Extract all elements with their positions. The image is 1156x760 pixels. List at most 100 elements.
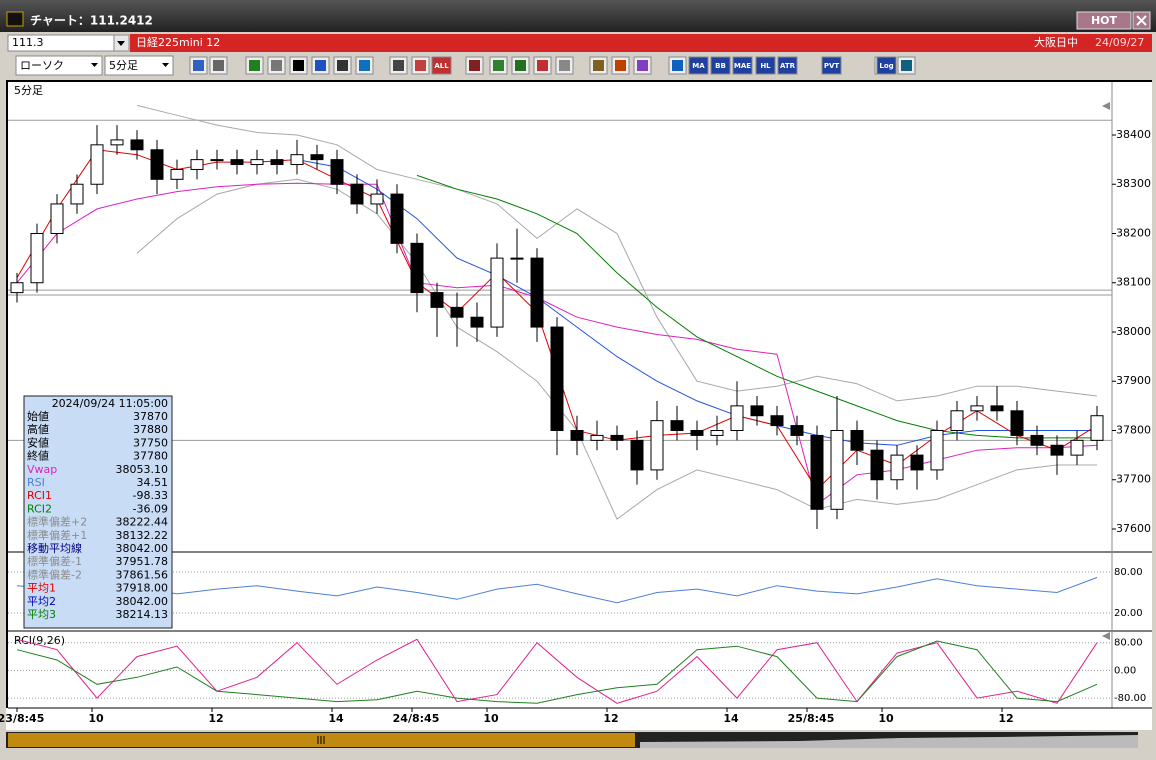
- candle-body: [630, 439, 644, 471]
- candle-body: [90, 144, 104, 185]
- candle-body: [690, 429, 704, 436]
- tool-label: MA: [692, 62, 705, 70]
- candle-body: [190, 159, 204, 170]
- candle-body: [470, 316, 484, 328]
- indicator-line: [136, 104, 1098, 402]
- chart-type-text: ローソク: [20, 59, 64, 72]
- tool-label: BB: [715, 62, 726, 70]
- candle-body: [130, 139, 144, 151]
- y-tick-label: 0.00: [1114, 665, 1136, 676]
- tool-button[interactable]: [777, 56, 798, 75]
- candle-body: [550, 326, 564, 431]
- info-label: 標準偏差-1: [27, 554, 82, 568]
- info-panel-box: [23, 395, 173, 629]
- candle-body: [610, 434, 624, 441]
- candle-body: [390, 193, 404, 244]
- hot-label: HOT: [1091, 14, 1118, 27]
- candle-body: [50, 203, 64, 234]
- tool-label: Log: [879, 62, 893, 70]
- info-value: 38132.22: [116, 529, 169, 542]
- info-label: 安値: [27, 435, 49, 449]
- info-label: 平均2: [27, 595, 56, 608]
- candle-body: [250, 159, 264, 166]
- tool-icon: [469, 60, 480, 71]
- tool-icon: [213, 60, 224, 71]
- timeframe-text: 5分足: [109, 59, 138, 72]
- tool-icon: [271, 60, 282, 71]
- timeframe-select[interactable]: [104, 55, 174, 76]
- tool-icon: [537, 60, 548, 71]
- tool-button[interactable]: [821, 56, 842, 75]
- tool-icon: [337, 60, 348, 71]
- candle-body: [370, 193, 384, 205]
- code-text: 111.3: [12, 36, 44, 49]
- tool-button[interactable]: [732, 56, 753, 75]
- tool-icon: [615, 60, 626, 71]
- x-tick-label: 10: [878, 712, 894, 725]
- candle-body: [270, 159, 284, 166]
- candle-body: [30, 232, 44, 284]
- market-date: 24/09/27: [1095, 36, 1144, 49]
- scrollbar-grip: [317, 736, 325, 744]
- candle-body: [170, 168, 184, 180]
- candle-body: [890, 454, 904, 481]
- hot-button[interactable]: [1076, 11, 1132, 30]
- indicator-line: [416, 174, 1097, 439]
- tool-button[interactable]: [876, 56, 897, 75]
- info-value: 38053.10: [116, 463, 169, 476]
- candle-body: [910, 454, 924, 471]
- instrument-bar: [130, 34, 1152, 52]
- indicator-line: [16, 577, 1098, 604]
- candle-body: [450, 306, 464, 318]
- title-bar: [0, 0, 1156, 32]
- tool-label: HL: [760, 62, 771, 70]
- candle-body: [1070, 439, 1084, 456]
- tool-button[interactable]: [688, 56, 709, 75]
- candle-body: [330, 159, 344, 185]
- candle-body: [210, 159, 224, 162]
- y-tick-label: 38100: [1116, 276, 1151, 289]
- info-value: 37780: [133, 450, 168, 463]
- x-tick-label: 25/8:45: [788, 712, 835, 725]
- candle-body: [70, 183, 84, 205]
- tool-button[interactable]: [710, 56, 731, 75]
- y-tick-label: 37600: [1116, 522, 1151, 535]
- indicator-line: [16, 638, 1098, 704]
- y-tick-label: 38000: [1116, 325, 1151, 338]
- candle-body: [810, 434, 824, 510]
- info-label: 高値: [27, 422, 49, 436]
- tool-button[interactable]: [755, 56, 776, 75]
- tool-button[interactable]: [431, 56, 452, 75]
- candle-body: [990, 405, 1004, 412]
- scroll-marker: [1102, 632, 1110, 640]
- candle-body: [710, 429, 724, 436]
- info-value: 37870: [133, 410, 168, 423]
- tool-icon: [559, 60, 570, 71]
- chart-type-select[interactable]: [15, 55, 103, 76]
- timeframe-label: 5分足: [14, 84, 43, 97]
- candle-body: [590, 434, 604, 441]
- candle-body: [790, 425, 804, 436]
- y-tick-label: 37700: [1116, 473, 1151, 486]
- candle-body: [830, 429, 844, 510]
- candle-body: [750, 405, 764, 417]
- info-value: 37861.56: [116, 568, 169, 581]
- tool-icon: [493, 60, 504, 71]
- y-tick-label: 38400: [1116, 128, 1151, 141]
- candle-body: [230, 159, 244, 166]
- candle-body: [430, 292, 444, 308]
- x-tick-label: 14: [328, 712, 344, 725]
- market-name: 大阪日中: [1034, 35, 1078, 49]
- dropdown-arrow: [91, 63, 98, 67]
- y-tick-label: 80.00: [1114, 638, 1143, 649]
- candle-body: [530, 257, 544, 328]
- tool-icon: [672, 60, 683, 71]
- tool-label: ATR: [780, 62, 796, 70]
- x-tick-label: 24/8:45: [393, 712, 440, 725]
- dropdown-arrow: [162, 63, 169, 67]
- info-label: 平均3: [27, 608, 56, 621]
- tool-icon: [415, 60, 426, 71]
- close-icon: [1136, 15, 1147, 26]
- candle-body: [410, 242, 424, 294]
